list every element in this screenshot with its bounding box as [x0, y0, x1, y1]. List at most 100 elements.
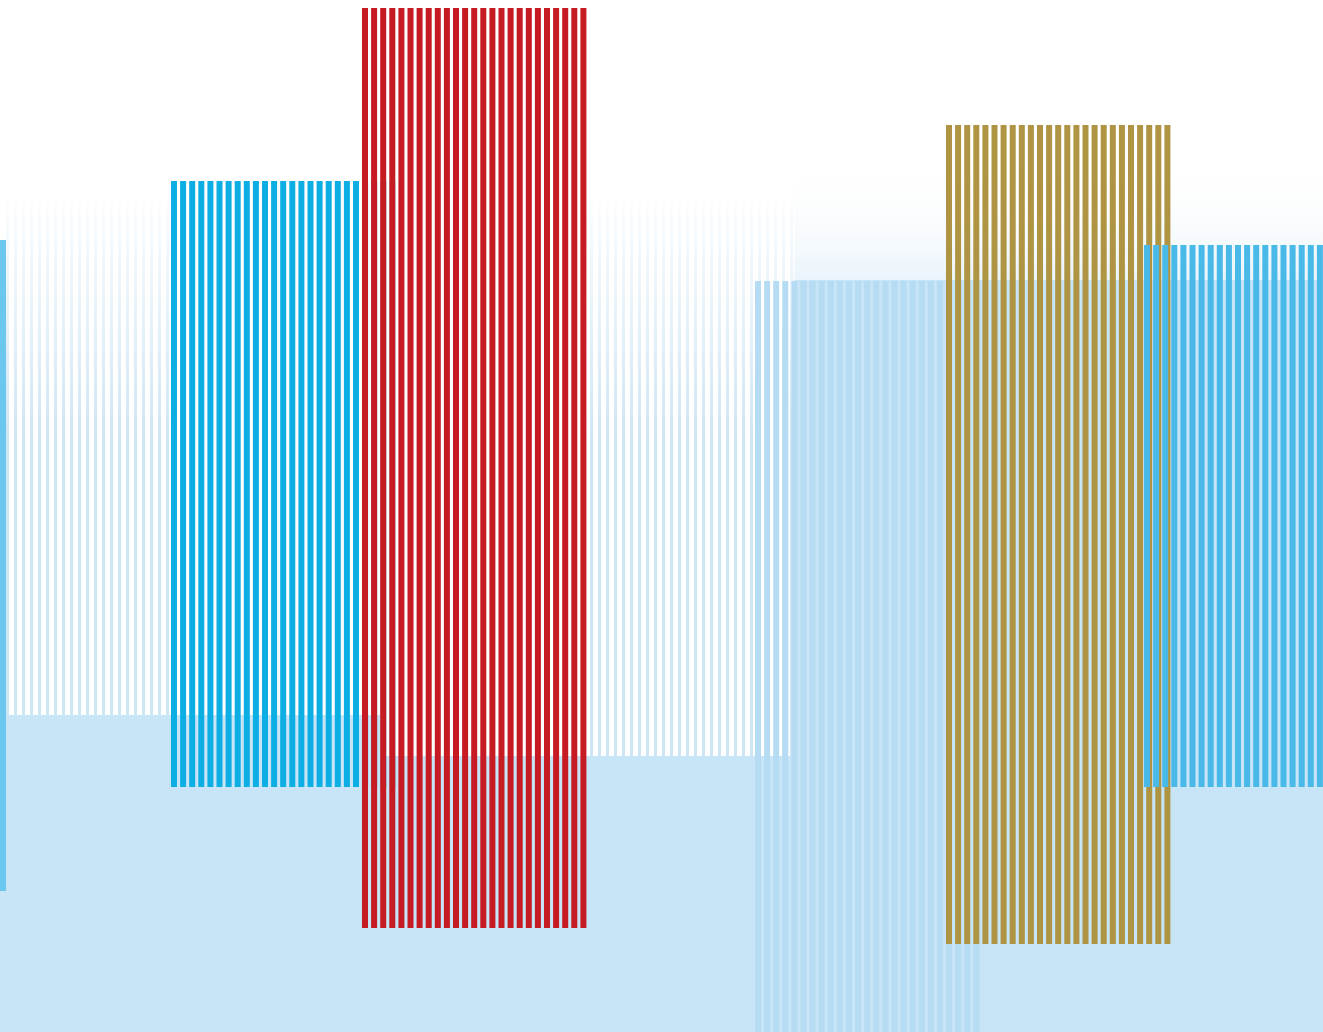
stripe	[1198, 245, 1205, 787]
stripe	[1235, 245, 1241, 787]
stripe	[443, 8, 450, 928]
stripe	[78, 200, 81, 715]
stripe	[622, 200, 625, 756]
stripe	[670, 200, 673, 756]
stripe	[94, 200, 97, 715]
stripe	[1189, 245, 1196, 787]
stripe	[1162, 245, 1169, 787]
stripe	[1055, 125, 1062, 944]
stripe	[262, 181, 268, 787]
stripe	[271, 181, 278, 787]
stripe	[389, 8, 396, 928]
stripe	[562, 8, 569, 928]
stripe	[846, 281, 852, 1032]
stripe	[471, 8, 478, 928]
stripe	[964, 125, 971, 944]
stripe	[1207, 245, 1214, 787]
stripe	[362, 8, 368, 928]
stripe	[216, 181, 223, 787]
stripe	[234, 181, 241, 787]
stripe	[734, 200, 737, 756]
stripe	[927, 281, 934, 1032]
stripe	[590, 200, 593, 756]
stripe	[289, 181, 296, 787]
stripe	[1027, 125, 1034, 944]
stripe	[1009, 125, 1016, 944]
stripe	[298, 181, 305, 787]
stripe	[946, 125, 952, 944]
stripe	[1046, 125, 1053, 944]
stripe	[425, 8, 432, 928]
stripe	[507, 8, 514, 928]
stripe	[1280, 245, 1287, 787]
stripe	[22, 200, 25, 715]
stripe	[158, 200, 161, 715]
stripe	[166, 200, 169, 715]
stripe	[1262, 245, 1269, 787]
stripe	[544, 8, 550, 928]
stripe	[171, 181, 177, 787]
stripe	[1091, 125, 1098, 944]
stripe	[150, 200, 153, 715]
stripe	[571, 8, 578, 928]
stripe	[873, 281, 880, 1032]
stripe	[791, 281, 798, 1032]
stripe	[827, 281, 834, 1032]
stripe	[1316, 245, 1323, 787]
stripe	[580, 8, 587, 928]
stripe	[334, 181, 341, 787]
stripe	[280, 181, 287, 787]
sky-blue-stripe-panel	[1144, 245, 1323, 787]
stripe	[1153, 245, 1160, 787]
stripe	[371, 8, 378, 928]
stripe	[207, 181, 214, 787]
stripe	[1118, 125, 1125, 944]
stripe	[891, 281, 898, 1032]
stripe	[462, 8, 469, 928]
stripe	[1064, 125, 1071, 944]
stripe	[1225, 245, 1232, 787]
stripe	[686, 200, 689, 756]
stripe	[1109, 125, 1116, 944]
stripe	[189, 181, 196, 787]
stripe	[243, 181, 250, 787]
faint-stripe-fade-left	[6, 180, 170, 440]
stripe	[30, 200, 33, 715]
stripe	[534, 8, 541, 928]
stripe	[598, 200, 601, 756]
stripe	[750, 200, 753, 756]
stripe	[1018, 125, 1025, 944]
stripe	[180, 181, 187, 787]
stripe	[918, 281, 925, 1032]
stripe	[606, 200, 609, 756]
stripe	[118, 200, 121, 715]
stripe	[1100, 125, 1107, 944]
stripe	[86, 200, 89, 715]
stripe	[353, 181, 359, 787]
stripe	[407, 8, 414, 928]
stripe	[702, 200, 705, 756]
stripe	[1171, 245, 1178, 787]
stripe	[1216, 245, 1223, 787]
red-stripe-panel	[362, 8, 587, 928]
stripe	[62, 200, 65, 715]
stripe	[1144, 245, 1150, 787]
stripe	[46, 200, 49, 715]
stripe	[678, 200, 681, 756]
stripe	[198, 181, 205, 787]
stripe	[614, 200, 617, 756]
stripe	[480, 8, 487, 928]
stripe	[742, 200, 745, 756]
stripe	[937, 281, 943, 1032]
stripe	[316, 181, 323, 787]
pale-blue-base-middle	[380, 756, 800, 1032]
stripe	[991, 125, 998, 944]
stripe	[982, 125, 989, 944]
stripe	[818, 281, 825, 1032]
stripe	[343, 181, 350, 787]
stripe	[6, 200, 9, 715]
stripe	[416, 8, 423, 928]
stripe	[809, 281, 816, 1032]
stripe	[1082, 125, 1089, 944]
stripe	[710, 200, 713, 756]
